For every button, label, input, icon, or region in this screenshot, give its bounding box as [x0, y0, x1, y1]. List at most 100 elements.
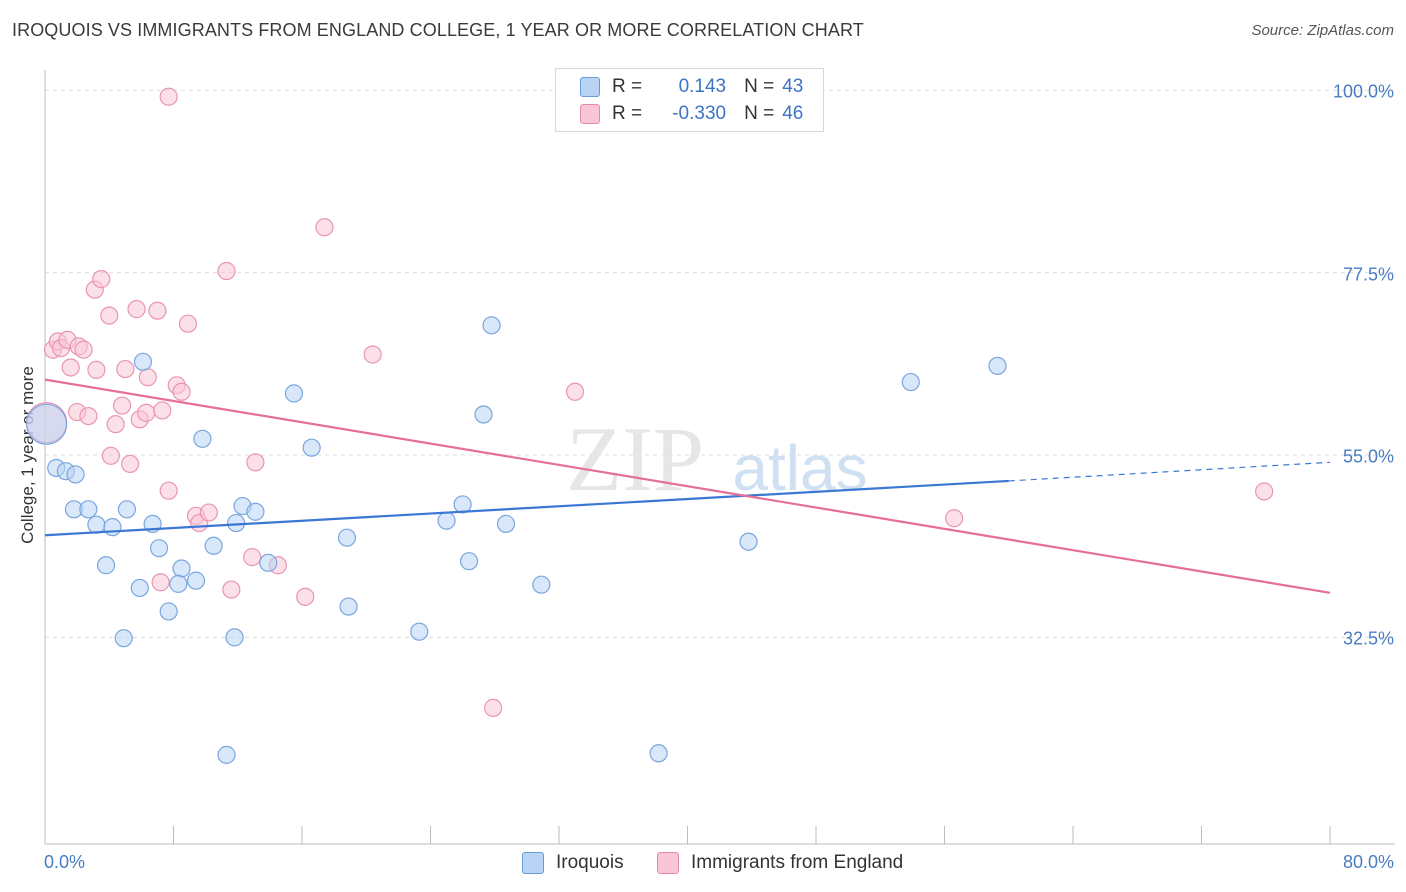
england-point — [112, 396, 132, 415]
iroquois-point — [186, 571, 206, 590]
england-point — [222, 580, 241, 599]
iroquois-point — [96, 556, 116, 575]
iroquois-trend-extension — [1008, 461, 1331, 482]
england-point — [1255, 482, 1274, 501]
iroquois-point — [649, 744, 668, 763]
england-points — [26, 87, 1274, 717]
england-point — [217, 261, 236, 281]
england-point — [363, 345, 382, 364]
legend-item-label: Immigrants from England — [691, 852, 904, 873]
england-point — [61, 358, 80, 377]
legend-r-value: -0.330 — [672, 103, 727, 124]
iroquois-point — [459, 552, 479, 571]
watermark-zip: ZIP — [566, 408, 704, 510]
legend-r-value: 0.143 — [678, 76, 727, 97]
correlation-legend: R = 0.143 N = 43 R = -0.330 N = 46 — [555, 68, 824, 132]
legend-item-iroquois[interactable]: Iroquois — [522, 852, 624, 874]
iroquois-point — [739, 532, 758, 551]
england-point — [127, 300, 146, 319]
england-point — [315, 218, 334, 237]
england-point — [159, 481, 178, 500]
iroquois-point — [302, 438, 321, 457]
england-point — [121, 454, 140, 474]
iroquois-point — [410, 622, 429, 641]
iroquois-point — [259, 553, 278, 572]
iroquois-point — [453, 495, 472, 514]
legend-r-label: R = — [612, 76, 643, 97]
iroquois-points — [26, 316, 1007, 764]
iroquois-legend-swatch — [522, 852, 544, 874]
england-point — [296, 587, 315, 606]
iroquois-point — [532, 575, 551, 594]
england-point — [101, 446, 120, 465]
england-swatch — [580, 104, 600, 124]
england-legend-swatch — [657, 852, 679, 874]
iroquois-point — [474, 405, 493, 424]
england-point — [116, 359, 135, 379]
iroquois-point — [437, 511, 456, 530]
trend-lines — [44, 378, 1331, 594]
iroquois-point — [26, 403, 68, 445]
legend-n-value: 43 — [782, 76, 804, 97]
iroquois-point — [337, 528, 357, 547]
england-point — [159, 87, 178, 106]
england-point — [92, 270, 111, 289]
iroquois-point — [225, 628, 244, 647]
england-point — [137, 403, 156, 422]
iroquois-point — [114, 629, 133, 648]
legend-n-value: 46 — [782, 103, 804, 124]
iroquois-point — [193, 429, 212, 448]
legend-row-england: R = -0.330 N = 46 — [580, 102, 803, 126]
england-point — [172, 382, 191, 401]
iroquois-point — [103, 518, 122, 537]
england-point — [945, 509, 964, 528]
legend-r-label: R = — [612, 103, 643, 124]
legend-n-label: N = — [744, 76, 775, 97]
england-point — [243, 548, 262, 567]
iroquois-point — [87, 515, 106, 534]
england-point — [74, 340, 93, 359]
iroquois-point — [246, 502, 265, 521]
watermark: ZIP atlas — [566, 408, 868, 510]
iroquois-swatch — [580, 77, 600, 97]
y-tick-label: 32.5% — [1342, 628, 1394, 649]
legend-row-iroquois: R = 0.143 N = 43 — [580, 75, 803, 99]
iroquois-point — [130, 578, 149, 598]
england-point — [148, 301, 167, 320]
england-trend-line — [44, 378, 1331, 594]
england-point — [153, 401, 172, 420]
england-point — [246, 453, 265, 472]
england-point — [151, 573, 170, 592]
iroquois-point — [217, 745, 236, 764]
england-point — [484, 698, 503, 717]
iroquois-point — [339, 597, 358, 616]
iroquois-trend-line — [44, 479, 1009, 537]
iroquois-point — [117, 500, 137, 519]
england-point — [100, 306, 119, 325]
iroquois-point — [901, 372, 920, 392]
iroquois-point — [169, 574, 188, 593]
england-point — [87, 360, 106, 379]
england-point — [199, 503, 218, 522]
england-point — [178, 314, 198, 333]
iroquois-point — [482, 316, 501, 335]
iroquois-point — [496, 514, 516, 533]
iroquois-point — [204, 536, 223, 555]
iroquois-point — [284, 384, 304, 403]
legend-item-label: Iroquois — [556, 852, 624, 873]
chart-title: IROQUOIS VS IMMIGRANTS FROM ENGLAND COLL… — [12, 20, 864, 40]
axes — [44, 70, 1395, 845]
england-point — [106, 415, 125, 434]
iroquois-point — [159, 602, 178, 621]
legend-item-england[interactable]: Immigrants from England — [657, 852, 903, 874]
source-label: Source: ZipAtlas.com — [1251, 22, 1394, 39]
x-tick-max: 80.0% — [1342, 852, 1394, 872]
iroquois-point — [149, 539, 169, 558]
y-tick-label: 55.0% — [1342, 446, 1394, 467]
england-point — [138, 368, 157, 387]
england-point — [79, 406, 98, 426]
england-point — [565, 382, 585, 401]
iroquois-point — [133, 352, 153, 371]
series-legend: Iroquois Immigrants from England — [0, 852, 1406, 878]
